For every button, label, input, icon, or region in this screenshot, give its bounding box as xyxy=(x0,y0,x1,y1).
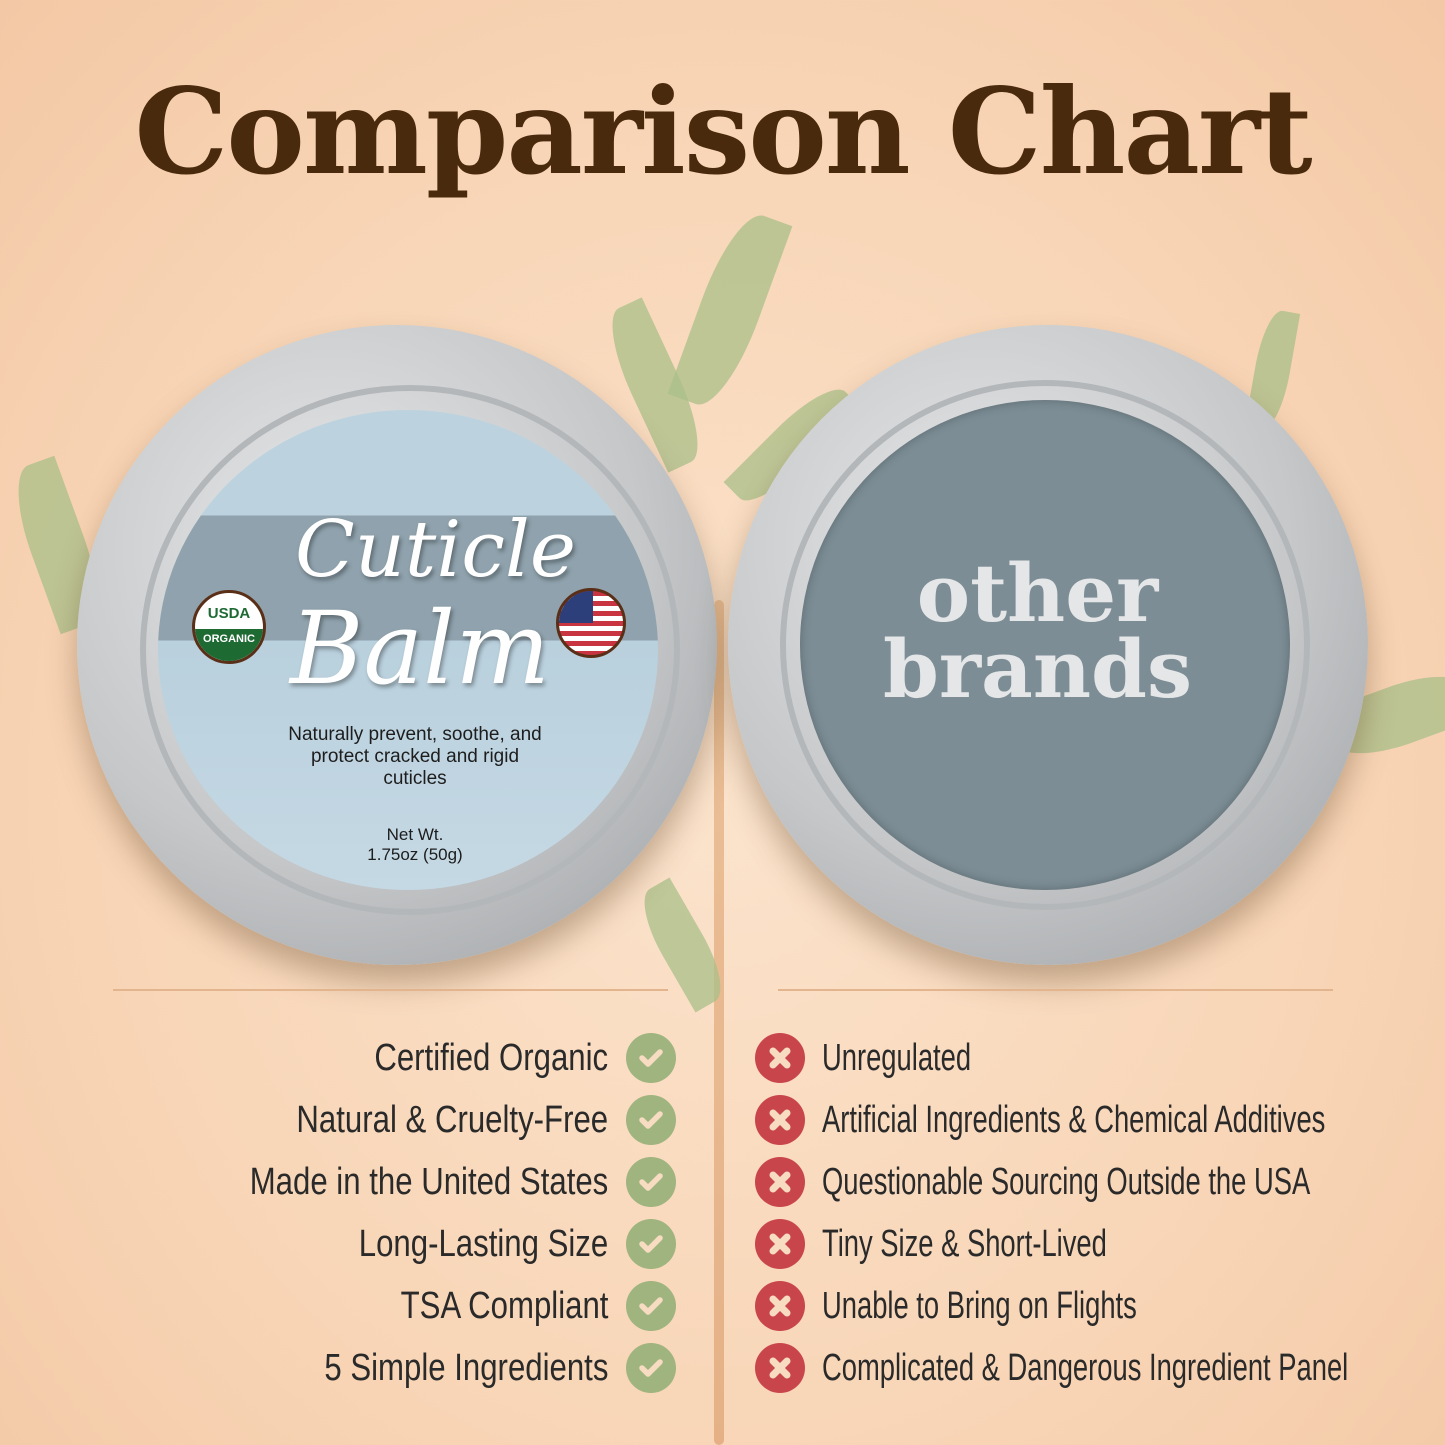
x-circle-icon xyxy=(755,1219,805,1269)
pro-label: Long-Lasting Size xyxy=(358,1222,608,1265)
x-circle-icon xyxy=(755,1281,805,1331)
leaf-decoration xyxy=(667,205,793,415)
check-circle-icon xyxy=(626,1095,676,1145)
usda-organic-badge: USDA ORGANIC xyxy=(192,590,266,664)
tin-rim xyxy=(780,380,1310,910)
net-weight-value: 1.75oz (50g) xyxy=(367,845,463,864)
con-label: Unregulated xyxy=(822,1036,972,1079)
plant-stem-decoration xyxy=(714,600,724,1445)
con-label: Questionable Sourcing Outside the USA xyxy=(822,1160,1311,1203)
check-circle-icon xyxy=(626,1219,676,1269)
x-circle-icon xyxy=(755,1343,805,1393)
x-circle-icon xyxy=(755,1157,805,1207)
con-item: Tiny Size & Short-Lived xyxy=(755,1219,1218,1269)
con-item: Unable to Bring on Flights xyxy=(755,1281,1259,1331)
pro-item: 5 Simple Ingredients xyxy=(262,1343,676,1393)
badge-top-text: USDA xyxy=(207,605,251,622)
divider-left xyxy=(113,989,668,991)
pro-label: Certified Organic xyxy=(374,1036,608,1079)
pro-item: Made in the United States xyxy=(171,1157,676,1207)
con-label: Artificial Ingredients & Chemical Additi… xyxy=(822,1098,1326,1141)
product-name-line2: Balm xyxy=(290,590,550,707)
check-circle-icon xyxy=(626,1157,676,1207)
con-item: Complicated & Dangerous Ingredient Panel xyxy=(755,1343,1445,1393)
net-weight-label: Net Wt. xyxy=(386,825,444,844)
competitor-label xyxy=(800,400,1290,890)
competitor-name-line2: brands xyxy=(882,622,1193,716)
net-weight: Net Wt. 1.75oz (50g) xyxy=(330,825,500,865)
con-label: Tiny Size & Short-Lived xyxy=(822,1222,1107,1265)
con-item: Unregulated xyxy=(755,1033,1029,1083)
con-item: Questionable Sourcing Outside the USA xyxy=(755,1157,1445,1207)
pro-item: Natural & Cruelty-Free xyxy=(228,1095,676,1145)
product-tagline: Naturally prevent, soothe, and protect c… xyxy=(288,724,542,789)
pro-item: Certified Organic xyxy=(323,1033,676,1083)
x-circle-icon xyxy=(755,1095,805,1145)
con-label: Complicated & Dangerous Ingredient Panel xyxy=(822,1346,1349,1389)
pro-label: Natural & Cruelty-Free xyxy=(296,1098,608,1141)
pro-item: Long-Lasting Size xyxy=(304,1219,676,1269)
pro-item: TSA Compliant xyxy=(355,1281,676,1331)
con-label: Unable to Bring on Flights xyxy=(822,1284,1137,1327)
con-item: Artificial Ingredients & Chemical Additi… xyxy=(755,1095,1445,1145)
pro-label: 5 Simple Ingredients xyxy=(323,1346,608,1389)
competitor-name-line1: other xyxy=(916,546,1159,640)
badge-bottom-text: ORGANIC xyxy=(195,629,263,661)
pro-label: TSA Compliant xyxy=(400,1284,608,1327)
product-name-line1: Cuticle xyxy=(295,505,576,595)
divider-right xyxy=(778,989,1333,991)
check-circle-icon xyxy=(626,1343,676,1393)
check-circle-icon xyxy=(626,1033,676,1083)
x-circle-icon xyxy=(755,1033,805,1083)
check-circle-icon xyxy=(626,1281,676,1331)
us-flag-icon xyxy=(556,588,626,658)
tin-rim xyxy=(140,385,680,915)
pro-label: Made in the United States xyxy=(249,1160,608,1203)
competitor-name: other brands xyxy=(800,546,1275,716)
page-title: Comparison Chart xyxy=(134,62,1312,201)
